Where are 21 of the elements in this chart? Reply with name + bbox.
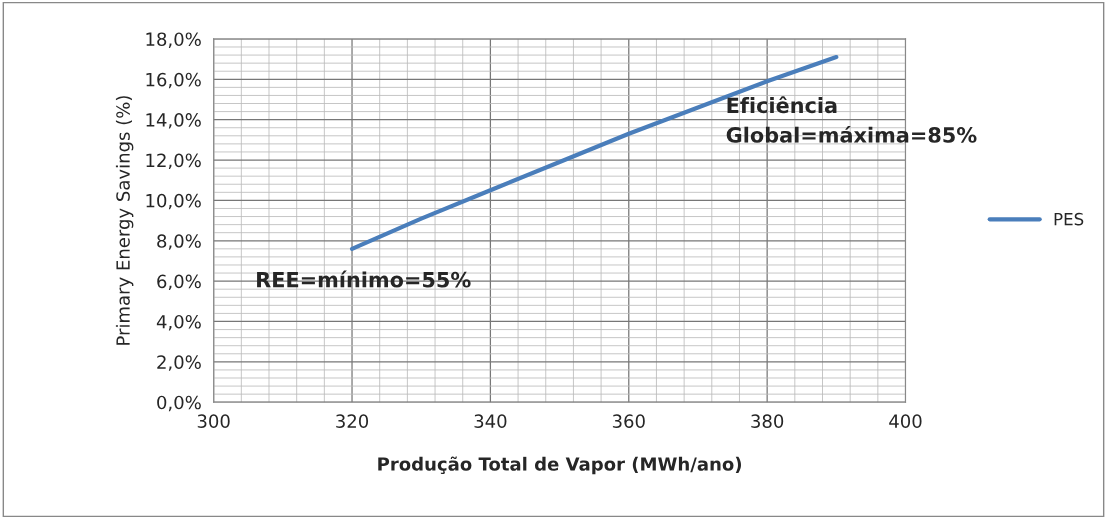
legend-label: PES xyxy=(1054,212,1084,226)
annotation: REE=mínimo=55% xyxy=(257,270,471,288)
x-tick-label: 320 xyxy=(336,414,369,429)
y-tick-label: 12,0% xyxy=(146,153,201,169)
y-tick-label: 0,0% xyxy=(157,395,201,412)
y-tick-label: 18,0% xyxy=(146,32,201,48)
y-tick-label: 16,0% xyxy=(146,72,201,89)
x-tick-label: 380 xyxy=(751,414,784,429)
x-tick-label: 340 xyxy=(474,414,507,429)
x-axis-title: Produção Total de Vapor (MWh/ano) xyxy=(378,456,741,475)
y-axis-title: Primary Energy Savings (%) xyxy=(115,96,134,345)
y-tick-label: 6,0% xyxy=(157,274,201,291)
x-tick-label: 360 xyxy=(612,414,645,429)
y-tick-label: 2,0% xyxy=(157,355,201,371)
y-tick-label: 4,0% xyxy=(156,314,201,331)
y-tick-label: 14,0% xyxy=(146,113,201,129)
y-tick-label: 8,0% xyxy=(157,234,201,250)
x-tick-label: 300 xyxy=(197,414,230,429)
annotation: Eficiência Global=máxima=85% xyxy=(726,96,977,143)
y-tick-label: 10,0% xyxy=(146,193,201,210)
x-tick-label: 400 xyxy=(889,414,922,429)
